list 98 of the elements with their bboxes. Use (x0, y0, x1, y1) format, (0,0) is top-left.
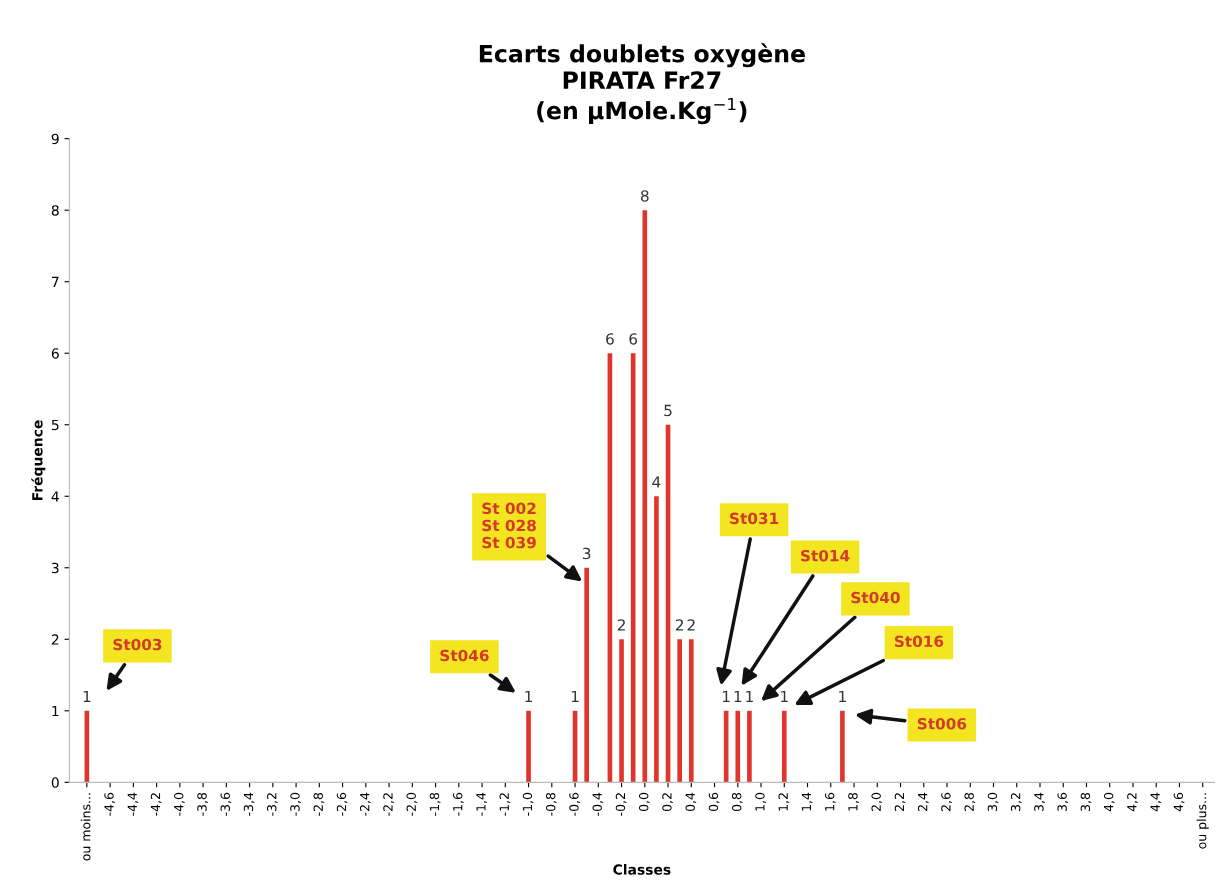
bar (526, 710, 531, 783)
x-tick-label: -4,4 (127, 792, 139, 816)
x-tick-label: -2,8 (313, 792, 325, 816)
bar (619, 639, 624, 783)
annotation: St014 (801, 549, 850, 562)
data-label: 8 (640, 190, 649, 202)
y-tick-label: 3 (51, 562, 59, 574)
x-tick-label: 1,6 (824, 792, 836, 811)
x-tick-label: -2,0 (406, 792, 418, 816)
y-tick-label: 4 (51, 491, 59, 502)
annotation: St006 (917, 717, 967, 730)
x-tick-label: 1,2 (778, 793, 790, 811)
data-label: 1 (83, 690, 91, 703)
x-tick-label: -2,2 (383, 793, 394, 816)
y-tick-label: 8 (51, 205, 59, 216)
x-tick-label: 4,4 (1150, 792, 1162, 812)
data-label: 2 (617, 619, 625, 631)
bar (840, 710, 845, 783)
x-tick-label: -0,2 (615, 793, 627, 816)
x-tick-label: -0,8 (545, 792, 557, 816)
x-tick-label: 3,0 (987, 792, 999, 811)
bar (642, 210, 648, 783)
bar (735, 710, 741, 783)
x-tick-label: 0,8 (731, 792, 743, 812)
x-tick-label: 0,4 (685, 792, 697, 812)
x-tick-label: 1,0 (755, 792, 766, 811)
x-tick-label: -3,8 (197, 792, 208, 816)
x-tick-label: -2,6 (336, 792, 348, 816)
x-tick-label: 3,2 (1010, 793, 1022, 811)
y-tick-label: 1 (52, 705, 59, 717)
x-tick-label: -3,0 (290, 792, 301, 816)
x-tick-label: -1,8 (429, 792, 441, 816)
x-tick-label: 3,4 (1034, 792, 1045, 811)
x-tick-label: 0,0 (638, 792, 650, 812)
y-tick-label: 0 (51, 777, 59, 788)
x-tick-label: 4,6 (1173, 792, 1185, 812)
y-tick-label: 5 (51, 419, 59, 431)
x-tick-label: 4,0 (1103, 792, 1115, 812)
x-tick-label: 4,2 (1127, 793, 1138, 812)
data-label: 6 (606, 333, 614, 345)
x-axis-title: Classes (613, 864, 671, 875)
annotation: St016 (894, 635, 944, 648)
data-label: 1 (525, 690, 533, 703)
annotation: St003 (113, 638, 162, 651)
x-tick-label: -0,6 (569, 792, 580, 816)
x-tick-label: 1,8 (848, 792, 859, 811)
y-tick-label: 2 (51, 634, 59, 645)
bar (584, 567, 589, 783)
chart-title: Ecarts doublets oxygène PIRATA Fr27 (en µMole.Kg$^{−1}$) (479, 43, 805, 125)
annotation: St040 (851, 591, 900, 604)
x-tick-label: 0,6 (708, 792, 720, 812)
y-tick-label: 6 (51, 348, 59, 359)
annotation: St031 (730, 512, 779, 525)
x-tick-label: -2,4 (360, 792, 371, 816)
data-label: 2 (687, 619, 695, 631)
x-tick-label: 2,6 (941, 792, 952, 812)
x-tick-label: -0,4 (592, 792, 604, 816)
x-tick-label: 2,2 (894, 793, 906, 812)
x-tick-label: 1,4 (801, 792, 813, 811)
x-tick-label: 3,8 (1080, 792, 1092, 811)
x-tick-label: -1,0 (522, 792, 534, 816)
x-tick-label: 2,8 (964, 792, 976, 812)
data-label: 6 (629, 333, 638, 345)
data-label: 2 (675, 619, 683, 631)
x-tick-label: ou plus... (1196, 793, 1209, 849)
x-tick-label: -1,4 (476, 792, 487, 816)
y-tick-label: 9 (51, 133, 59, 145)
x-tick-label: -3,2 (267, 793, 278, 816)
data-label: 1 (571, 690, 579, 703)
bar (688, 639, 694, 783)
annotation: St046 (440, 649, 489, 662)
data-label: 4 (652, 476, 661, 488)
data-label: 1 (839, 690, 846, 703)
x-tick-label: -4,6 (104, 792, 116, 816)
bar (677, 639, 682, 783)
annotation: St 002 St 028 St 039 (482, 502, 536, 549)
bar (747, 710, 752, 783)
x-tick-label: 2,4 (917, 792, 929, 812)
bar (781, 710, 787, 783)
data-label: 1 (722, 690, 730, 703)
data-label: 5 (664, 404, 672, 417)
y-axis-title: Fréquence (31, 420, 46, 501)
x-tick-label: 2,0 (871, 792, 883, 812)
y-tick-label: 7 (52, 276, 59, 287)
x-tick-label: 3,6 (1057, 792, 1069, 811)
x-tick-label: ou moins... (80, 793, 91, 861)
data-label: 1 (781, 690, 788, 703)
x-tick-label: 0,2 (662, 793, 673, 812)
data-label: 1 (734, 690, 742, 703)
x-tick-label: -1,2 (499, 793, 511, 816)
bar (654, 496, 659, 783)
x-tick-label: -4,0 (174, 792, 185, 816)
x-tick-label: -4,2 (150, 793, 162, 816)
x-tick-label: -3,4 (243, 792, 255, 816)
x-tick-label: -1,6 (452, 792, 464, 816)
x-tick-label: -3,6 (220, 792, 232, 816)
data-label: 3 (582, 547, 591, 560)
data-label: 1 (746, 690, 753, 703)
